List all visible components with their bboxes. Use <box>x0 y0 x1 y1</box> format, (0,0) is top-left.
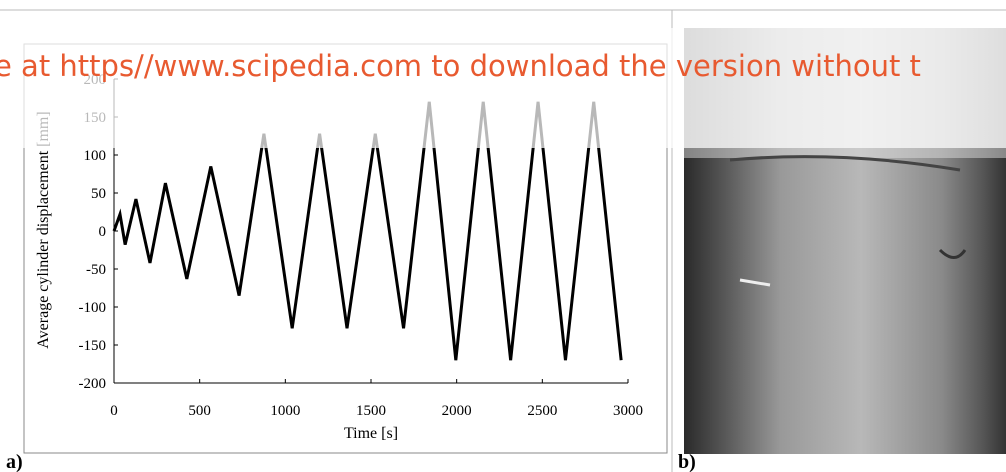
panel-label: b) <box>678 451 696 472</box>
x-axis-label: Time [s] <box>344 425 398 442</box>
y-axis-label: Average cylinder displacement [mm] <box>35 111 52 348</box>
x-tick-label: 1000 <box>270 403 300 419</box>
x-tick-label: 2000 <box>442 403 472 419</box>
y-tick-label: -50 <box>86 262 106 278</box>
panel-label: a) <box>6 451 23 472</box>
y-tick-label: 100 <box>84 148 107 164</box>
watermark: e at https//www.scipedia.com to download… <box>0 49 921 83</box>
watermark-band <box>0 28 1006 148</box>
x-tick-label: 500 <box>188 403 211 419</box>
y-tick-label: -100 <box>79 300 107 316</box>
y-tick-label: -150 <box>79 338 107 354</box>
y-tick-label: 0 <box>99 224 107 240</box>
x-tick-label: 0 <box>110 403 118 419</box>
x-tick-label: 2500 <box>527 403 557 419</box>
y-tick-label: -200 <box>79 376 107 392</box>
y-tick-label: 50 <box>91 186 106 202</box>
x-tick-label: 3000 <box>613 403 643 419</box>
x-tick-label: 1500 <box>356 403 386 419</box>
